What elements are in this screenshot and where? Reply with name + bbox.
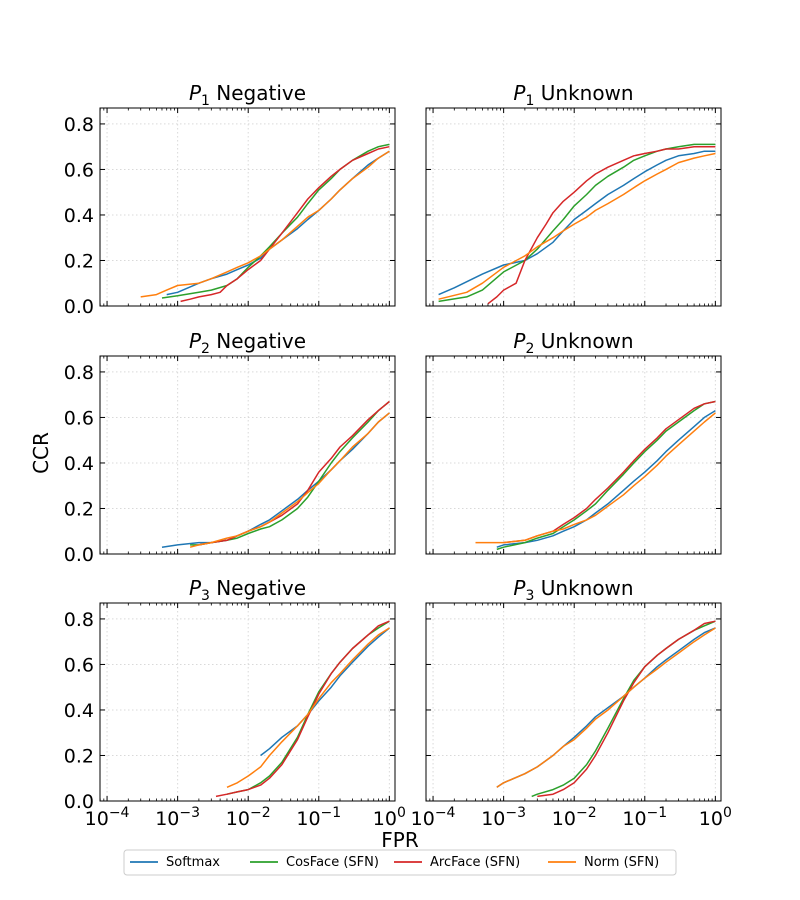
panel-title: P3 Negative [189, 576, 306, 604]
series-line-cosface-sfn [190, 400, 390, 546]
grid [100, 356, 395, 555]
y-axis-label: CCR [29, 432, 53, 474]
series-line-norm-sfn [475, 412, 716, 544]
panel-title: P2 Unknown [513, 329, 633, 357]
x-tick-label: 10−4 [411, 805, 456, 830]
legend-label: CosFace (SFN) [286, 855, 379, 870]
series-line-softmax [496, 409, 716, 548]
grid [426, 603, 721, 802]
legend: Softmax CosFace (SFN) ArcFace (SFN) Norm (S… [123, 849, 677, 876]
x-tick-label: 10−3 [155, 805, 200, 830]
panel-1: 0.0 0.2 0.4 0.6 0.8 P1 Negative [64, 81, 396, 318]
series-group [475, 400, 716, 551]
series-line-cosface-sfn [438, 143, 716, 303]
y-tick-label: 0.0 [64, 791, 94, 813]
series-line-softmax [496, 627, 716, 788]
series-group [438, 143, 716, 305]
x-tick-label: 10−3 [481, 805, 526, 830]
panel-title: P1 Negative [189, 81, 306, 109]
series-line-arcface-sfn [215, 620, 390, 798]
series-line-norm-sfn [140, 150, 390, 298]
y-tick-label: 0.8 [64, 362, 94, 384]
y-tick-label: 0.8 [64, 609, 94, 631]
axes-frame [99, 602, 396, 802]
x-axis-label: FPR [381, 828, 419, 852]
axes-frame [425, 107, 722, 307]
y-tick-label: 0.6 [64, 159, 94, 181]
series-line-cosface-sfn [531, 620, 716, 798]
panel-title: P2 Negative [189, 329, 306, 357]
axes-frame [99, 107, 396, 307]
panel-4: P2 Unknown [425, 329, 722, 555]
y-tick-label: 0.4 [64, 453, 94, 475]
series-line-norm-sfn [226, 627, 390, 788]
panel-title: P3 Unknown [513, 576, 633, 604]
series-line-arcface-sfn [487, 145, 716, 305]
series-line-norm-sfn [496, 627, 716, 788]
legend-label: Norm (SFN) [584, 855, 659, 870]
series-line-cosface-sfn [496, 400, 716, 551]
y-tick-label: 0.8 [64, 114, 94, 136]
x-tick-label: 100 [373, 805, 406, 830]
series-line-arcface-sfn [537, 620, 716, 798]
x-tick-label: 10−4 [85, 805, 130, 830]
series-line-cosface-sfn [161, 143, 390, 299]
series-line-norm-sfn [438, 152, 716, 300]
panels: 0.00.20.40.60.8P1 Negative P1 Unknown0.00… [64, 81, 732, 830]
series-line-softmax [260, 627, 390, 757]
y-tick-label: 0.4 [64, 205, 94, 227]
series-group [140, 143, 390, 303]
series-group [215, 620, 390, 798]
x-tick-label: 10−1 [296, 805, 341, 830]
series-line-norm-sfn [189, 412, 390, 548]
y-tick-label: 0.4 [64, 700, 94, 722]
axes-frame [99, 355, 396, 555]
panel-5: 0.0 0.2 0.4 0.6 0.8 10−4 10−3 10−2 10−1 100 P3 Neg… [64, 576, 406, 830]
panel-title: P1 Unknown [513, 81, 633, 109]
series-line-softmax [166, 150, 390, 296]
legend-label: Softmax [166, 855, 220, 870]
axes-frame [425, 602, 722, 802]
legend-label: ArcFace (SFN) [430, 855, 520, 870]
series-line-arcface-sfn [503, 400, 716, 544]
y-tick-label: 0.6 [64, 654, 94, 676]
x-tick-label: 10−2 [552, 805, 597, 830]
y-tick-label: 0.2 [64, 745, 94, 767]
axes-frame [425, 355, 722, 555]
x-tick-label: 100 [699, 805, 732, 830]
x-tick-label: 10−2 [226, 805, 271, 830]
y-tick-label: 0.2 [64, 250, 94, 272]
grid [100, 108, 395, 307]
panel-6: 10−4 10−3 10−2 10−1 100 P3 Unknown [411, 576, 732, 830]
x-tick-label: 10−1 [622, 805, 667, 830]
grid [100, 603, 395, 802]
panel-3: 0.0 0.2 0.4 0.6 0.8 P2 Negative [64, 329, 396, 566]
y-tick-label: 0.6 [64, 407, 94, 429]
y-tick-label: 0.0 [64, 296, 94, 318]
series-line-arcface-sfn [180, 145, 390, 303]
series-group [496, 620, 716, 798]
series-group [161, 400, 390, 548]
y-tick-label: 0.0 [64, 544, 94, 566]
series-line-arcface-sfn [198, 400, 390, 546]
panel-2: P1 Unknown [425, 81, 722, 307]
y-tick-label: 0.2 [64, 498, 94, 520]
